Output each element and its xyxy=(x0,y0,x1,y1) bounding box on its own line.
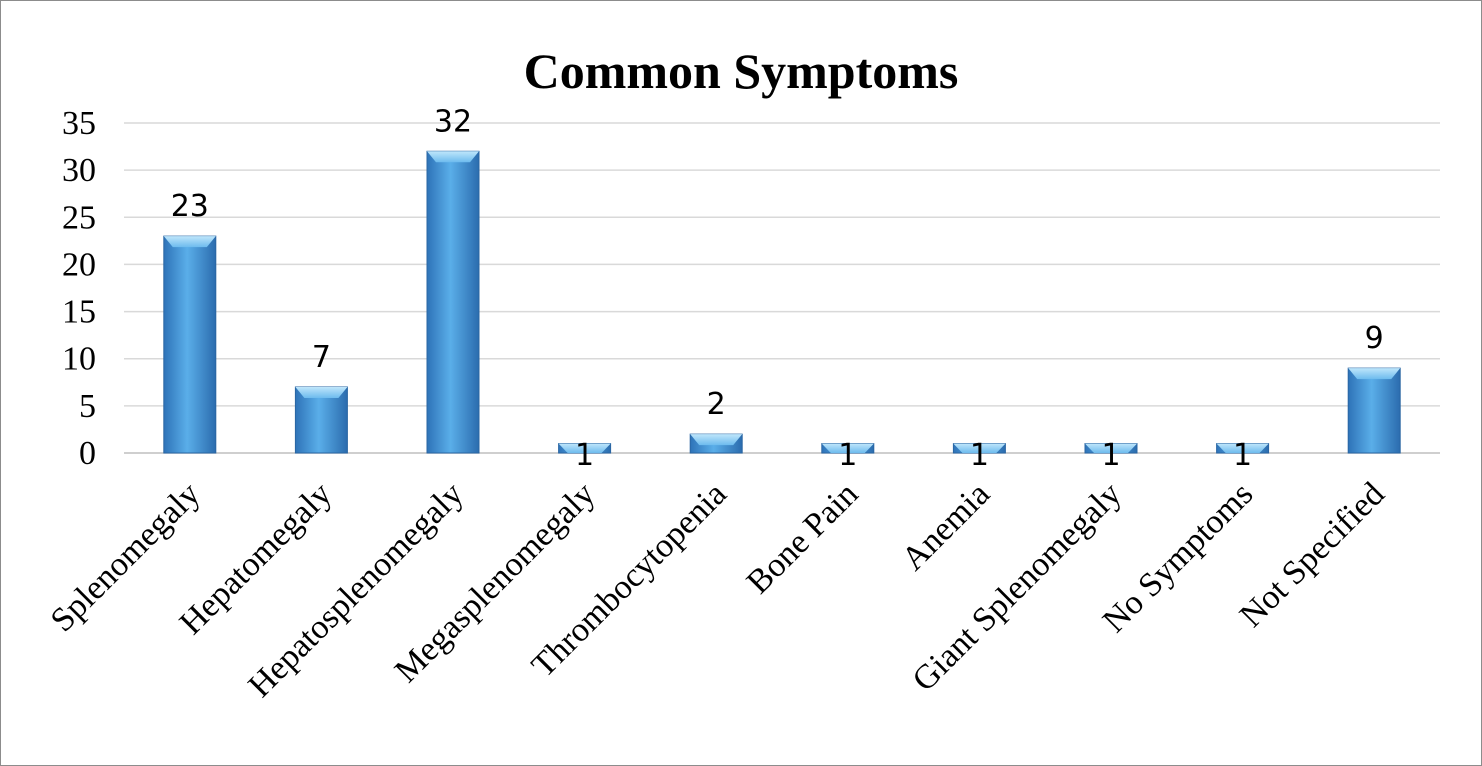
data-label: 1 xyxy=(1233,438,1252,473)
y-tick-label: 35 xyxy=(62,105,96,142)
y-tick-label: 0 xyxy=(79,435,96,472)
bar xyxy=(558,443,612,454)
bar-bevel xyxy=(1348,368,1401,380)
bar-body xyxy=(1347,367,1401,454)
bar-bevel xyxy=(1085,443,1137,453)
data-label: 1 xyxy=(1101,438,1120,473)
y-tick-label: 30 xyxy=(62,152,96,189)
bar-bevel xyxy=(1216,443,1269,453)
data-label: 2 xyxy=(707,387,726,422)
x-axis-ticks: SplenomegalyHepatomegalyHepatosplenomega… xyxy=(44,475,1392,704)
x-tick-label: Hepatosplenomegaly xyxy=(242,475,471,704)
y-axis-ticks: 0 5 10 15 20 25 30 35 xyxy=(62,105,96,472)
data-labels: 23 7 32 1 2 1 1 1 1 9 xyxy=(171,104,1384,473)
bar xyxy=(1347,367,1401,454)
data-label: 32 xyxy=(434,104,472,139)
data-label: 1 xyxy=(838,438,857,473)
bar xyxy=(1084,443,1138,454)
bar-body xyxy=(163,235,217,454)
bar xyxy=(1216,443,1270,454)
y-tick-label: 20 xyxy=(62,246,96,283)
bar xyxy=(426,150,480,454)
chart-title: Common Symptoms xyxy=(524,43,959,99)
data-label: 1 xyxy=(970,438,989,473)
x-tick-label: Anemia xyxy=(895,475,997,577)
bar xyxy=(163,235,217,454)
data-label: 1 xyxy=(575,438,594,473)
bar xyxy=(952,443,1006,454)
y-tick-label: 15 xyxy=(62,294,96,331)
x-tick-label: Bone Pain xyxy=(740,475,866,601)
y-tick-label: 25 xyxy=(62,199,96,236)
bar-bevel xyxy=(558,443,611,453)
bar xyxy=(689,433,743,454)
bar xyxy=(821,443,875,454)
bar-bevel xyxy=(427,151,479,163)
bar-bevel xyxy=(690,434,743,446)
y-tick-label: 5 xyxy=(79,388,96,425)
bar-bevel xyxy=(821,443,874,453)
bar-body xyxy=(426,150,480,454)
y-tick-label: 10 xyxy=(62,341,96,378)
bar-bevel xyxy=(953,443,1006,453)
bar xyxy=(294,386,348,454)
data-label: 9 xyxy=(1365,321,1384,356)
bar-bevel xyxy=(295,387,348,398)
data-label: 23 xyxy=(171,189,209,224)
bars xyxy=(163,150,1401,454)
data-label: 7 xyxy=(312,340,331,375)
bar-bevel xyxy=(163,236,216,248)
